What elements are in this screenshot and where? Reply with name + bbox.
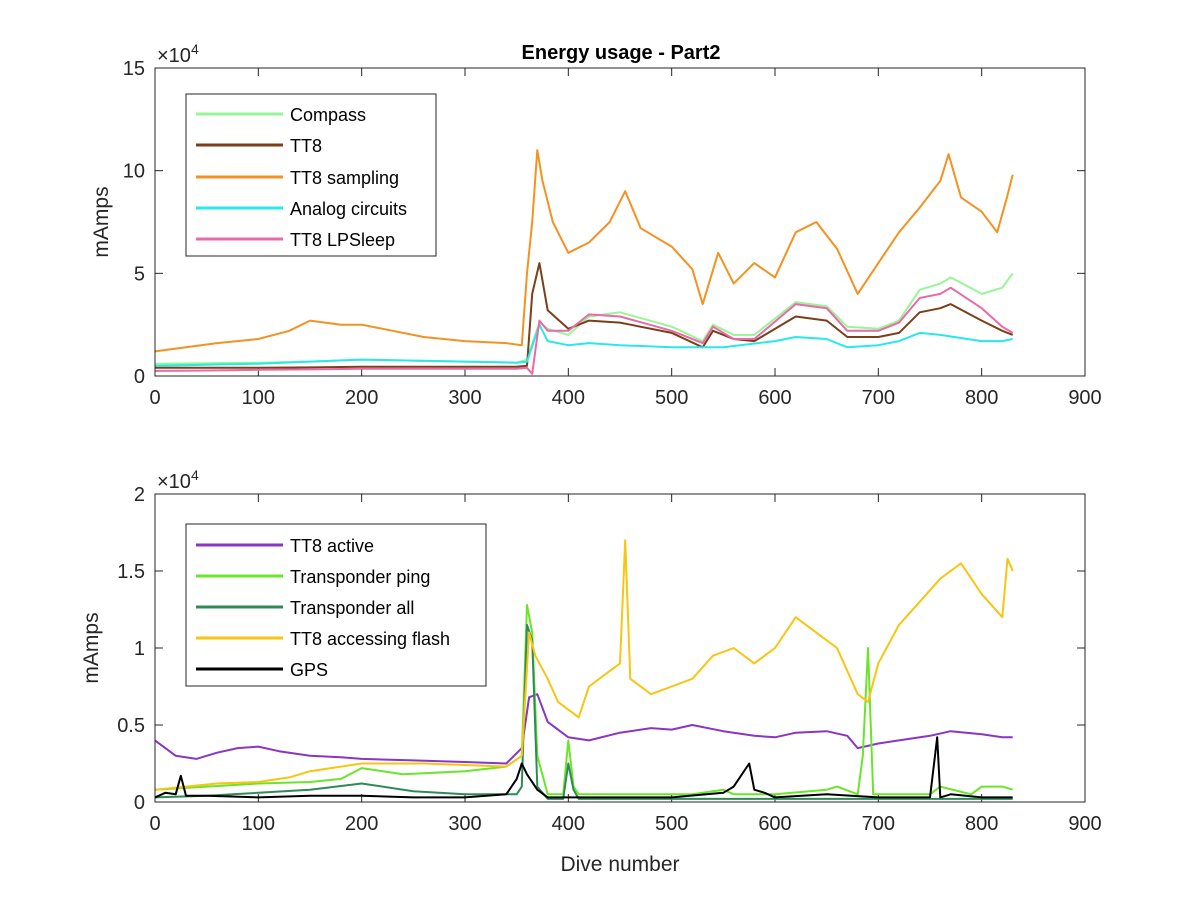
bottom-x-tick-label: 800 bbox=[965, 813, 998, 835]
top-x-tick-label: 100 bbox=[242, 387, 275, 409]
top-plot-frame bbox=[154, 67, 1086, 377]
bottom-plot-frame bbox=[154, 493, 1086, 803]
legend-label-tt8-lpsleep: TT8 LPSleep bbox=[290, 230, 395, 250]
bottom-chart: ×104 mAmps Dive number 0 100 200 300 400 500 6… bbox=[80, 467, 1102, 876]
y-exponent-bottom: ×104 bbox=[157, 467, 199, 493]
bottom-y-tick-label: 1.5 bbox=[117, 561, 145, 583]
bottom-y-tick-label: 1 bbox=[134, 638, 145, 660]
y-exponent-top: ×104 bbox=[157, 41, 199, 67]
series-line-transponder-all bbox=[154, 623, 1013, 800]
top-series-lines bbox=[154, 149, 1014, 375]
top-y-tick-label: 15 bbox=[123, 58, 145, 80]
series-line-tt8-active bbox=[154, 693, 1013, 765]
bottom-x-tick-label: 500 bbox=[655, 813, 688, 835]
legend-label-tt8-sampling: TT8 sampling bbox=[290, 168, 399, 188]
top-y-tick-label: 5 bbox=[134, 263, 145, 285]
legend-label-transponder-ping: Transponder ping bbox=[290, 567, 430, 587]
top-axis-ticks: 0 100 200 300 400 500 600 700 800 900 0 5 10 15 bbox=[123, 58, 1102, 409]
top-x-tick-label: 500 bbox=[655, 387, 688, 409]
bottom-x-tick-label: 0 bbox=[149, 813, 160, 835]
bottom-y-tick-label: 0.5 bbox=[117, 715, 145, 737]
series-line-tt8-lpsleep bbox=[154, 286, 1014, 375]
x-axis-label: Dive number bbox=[560, 853, 679, 876]
top-x-tick-label: 200 bbox=[345, 387, 378, 409]
top-x-tick-label: 0 bbox=[149, 387, 160, 409]
legend-top: Compass TT8 TT8 sampling Analog circuits… bbox=[185, 93, 437, 257]
bottom-x-tick-label: 200 bbox=[345, 813, 378, 835]
legend-box-top bbox=[185, 93, 437, 257]
top-x-tick-label: 800 bbox=[965, 387, 998, 409]
y-axis-label-top: mAmps bbox=[90, 186, 113, 257]
bottom-x-tick-label: 100 bbox=[242, 813, 275, 835]
bottom-y-tick-label: 0 bbox=[134, 792, 145, 814]
bottom-y-tick-label: 2 bbox=[134, 484, 145, 506]
chart-title: Energy usage - Part2 bbox=[522, 42, 721, 64]
top-chart: Energy usage - Part2 ×104 mAmps 0 100 200 3… bbox=[90, 41, 1102, 409]
legend-label-tt8-active: TT8 active bbox=[290, 536, 374, 556]
bottom-x-tick-label: 400 bbox=[552, 813, 585, 835]
y-axis-label-bottom: mAmps bbox=[80, 612, 103, 683]
series-line-tt8 bbox=[155, 262, 1014, 369]
bottom-x-tick-label: 700 bbox=[862, 813, 895, 835]
bottom-axis-ticks: 0 100 200 300 400 500 600 700 800 900 0 0.5 1 1.5 2 bbox=[117, 484, 1102, 835]
top-y-tick-label: 10 bbox=[123, 161, 145, 183]
legend-label-tt8-accessing-flash: TT8 accessing flash bbox=[290, 629, 450, 649]
legend-box-bottom bbox=[185, 523, 487, 687]
legend-label-analog-circuits: Analog circuits bbox=[290, 199, 407, 219]
top-x-tick-label: 600 bbox=[758, 387, 791, 409]
legend-label-transponder-all: Transponder all bbox=[290, 598, 414, 618]
bottom-x-tick-label: 300 bbox=[448, 813, 481, 835]
series-line-tt8-accessing-flash bbox=[154, 539, 1014, 791]
legend-label-compass: Compass bbox=[290, 105, 366, 125]
legend-bottom: TT8 active Transponder ping Transponder … bbox=[185, 523, 487, 687]
bottom-series-lines bbox=[154, 539, 1014, 800]
top-x-tick-label: 700 bbox=[862, 387, 895, 409]
series-line-analog-circuits bbox=[154, 323, 1013, 367]
series-line-tt8-sampling bbox=[154, 149, 1014, 353]
bottom-x-tick-label: 900 bbox=[1068, 813, 1101, 835]
top-x-tick-label: 900 bbox=[1068, 387, 1101, 409]
top-x-tick-label: 400 bbox=[552, 387, 585, 409]
top-y-tick-label: 0 bbox=[134, 366, 145, 388]
bottom-x-tick-label: 600 bbox=[758, 813, 791, 835]
legend-label-tt8: TT8 bbox=[290, 136, 322, 156]
legend-label-gps: GPS bbox=[290, 660, 328, 680]
top-x-tick-label: 300 bbox=[448, 387, 481, 409]
series-line-transponder-ping bbox=[154, 603, 1013, 796]
series-line-gps bbox=[154, 736, 1013, 799]
